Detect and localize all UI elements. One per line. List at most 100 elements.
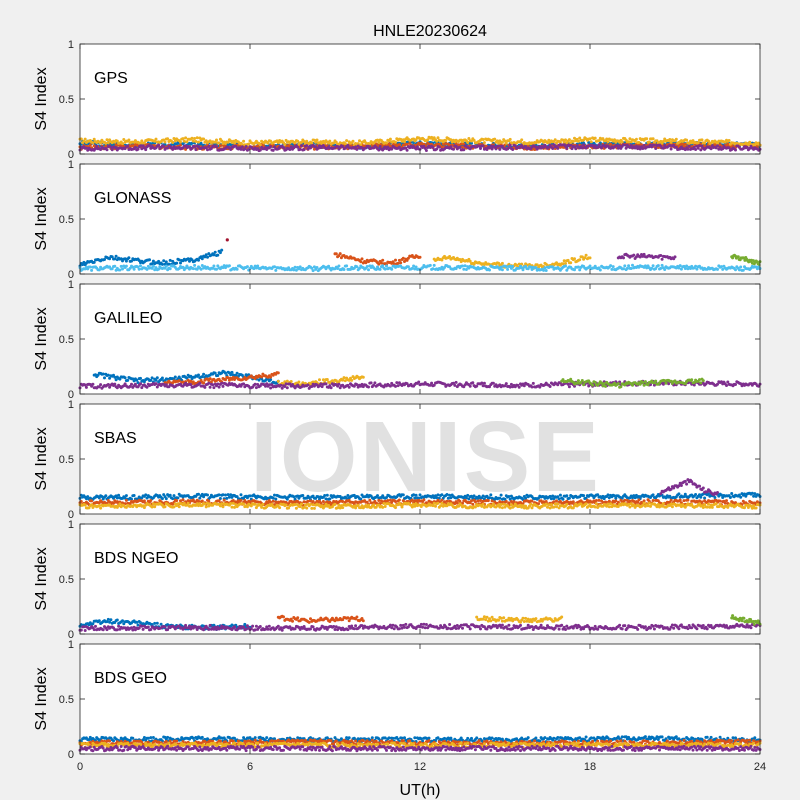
data-point — [323, 141, 327, 145]
data-point — [139, 144, 142, 148]
data-point — [113, 382, 117, 386]
data-point — [488, 496, 491, 500]
data-point — [422, 498, 426, 502]
y-tick-label: 1 — [68, 159, 74, 171]
data-point — [182, 139, 186, 143]
data-point — [499, 265, 503, 269]
data-point — [449, 496, 453, 500]
data-point — [240, 145, 244, 149]
data-point — [215, 145, 218, 149]
data-point — [175, 261, 179, 265]
data-point — [197, 140, 200, 144]
data-point — [462, 148, 466, 152]
data-point — [217, 385, 221, 389]
data-point — [177, 258, 181, 262]
data-point — [440, 493, 444, 497]
data-point — [495, 139, 499, 143]
data-point — [734, 268, 737, 272]
data-point — [753, 492, 757, 496]
data-point — [298, 147, 302, 151]
data-point — [202, 381, 206, 385]
data-point — [431, 145, 435, 149]
data-point — [184, 136, 188, 140]
data-point — [651, 264, 655, 268]
y-tick-label: 0.5 — [59, 94, 74, 106]
data-point — [713, 496, 717, 499]
data-point — [412, 493, 416, 497]
data-point — [88, 143, 92, 147]
data-point — [703, 496, 707, 500]
data-point — [736, 255, 740, 259]
data-point — [164, 264, 168, 268]
data-point — [296, 139, 300, 143]
data-point — [151, 264, 155, 268]
data-point — [620, 140, 624, 144]
data-point — [683, 142, 687, 146]
data-point — [481, 384, 485, 388]
data-point — [656, 264, 660, 268]
data-point — [506, 267, 510, 271]
data-point — [90, 268, 94, 272]
data-point — [105, 148, 109, 152]
data-point — [591, 383, 595, 387]
data-point — [556, 146, 560, 150]
data-point — [504, 141, 508, 145]
data-point — [569, 143, 573, 147]
data-point — [445, 493, 449, 496]
data-point — [221, 384, 225, 388]
data-point — [121, 142, 124, 146]
data-point — [616, 382, 620, 386]
data-point — [92, 137, 96, 141]
data-point — [511, 264, 515, 268]
data-point — [631, 263, 634, 267]
data-point — [324, 382, 328, 386]
data-point — [497, 141, 501, 145]
data-point — [301, 494, 305, 497]
data-point — [185, 140, 189, 144]
data-point — [576, 139, 580, 143]
data-point — [418, 255, 422, 259]
data-point — [123, 376, 127, 380]
data-point — [726, 142, 730, 146]
data-point — [190, 136, 194, 140]
data-point — [198, 136, 202, 140]
data-point — [239, 498, 243, 502]
data-point — [292, 495, 296, 499]
data-point — [574, 147, 578, 151]
data-point — [206, 255, 209, 259]
data-point — [436, 493, 440, 497]
data-point — [310, 141, 314, 145]
data-point — [558, 140, 562, 144]
data-point — [315, 138, 319, 142]
data-point — [660, 257, 664, 261]
data-point — [365, 265, 369, 268]
data-point — [216, 382, 220, 386]
data-point — [386, 145, 390, 149]
data-point — [124, 494, 128, 498]
data-point — [293, 265, 297, 269]
data-point — [341, 500, 345, 503]
data-point — [582, 494, 586, 498]
data-point — [124, 264, 128, 268]
data-point — [457, 143, 461, 147]
data-point — [217, 141, 221, 145]
data-point — [538, 385, 542, 389]
data-point — [445, 499, 449, 503]
y-tick-label: 1 — [68, 39, 74, 51]
data-point — [641, 147, 645, 150]
data-point — [276, 371, 280, 375]
data-point — [498, 496, 502, 500]
data-point — [508, 385, 512, 389]
data-point — [215, 267, 218, 271]
data-point — [260, 375, 264, 379]
data-point — [470, 499, 473, 503]
data-point — [504, 265, 508, 269]
data-point — [544, 269, 548, 272]
data-point — [535, 263, 539, 267]
data-point — [207, 381, 211, 385]
data-point — [247, 142, 251, 146]
data-point — [302, 500, 306, 504]
data-point — [179, 140, 182, 144]
data-point — [283, 142, 287, 146]
